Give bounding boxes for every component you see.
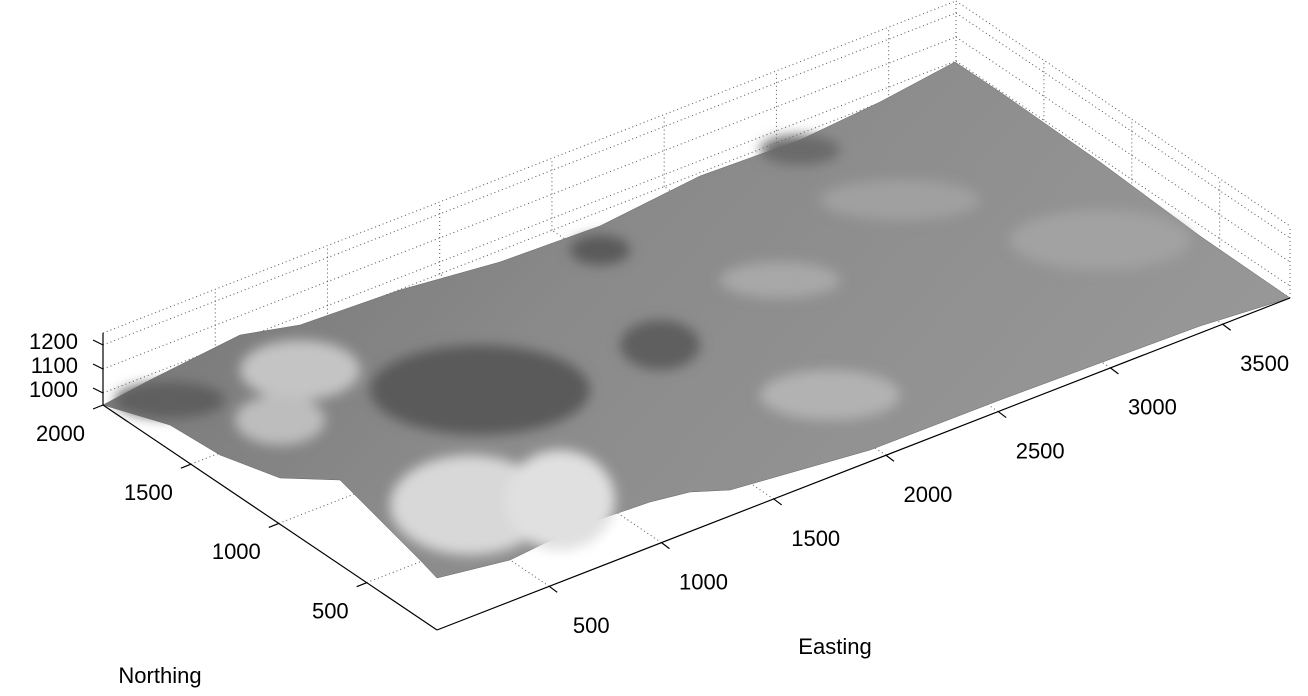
chart: 500 1000 1500 2000 2500 3000 3500 500 1000 1500 20…: [0, 0, 1308, 696]
z-tick: [93, 340, 103, 345]
y-tick-label: 2000: [36, 421, 85, 446]
y-tick-label: 1500: [124, 480, 173, 505]
z-tick: [93, 388, 103, 393]
y-tick-label: 1000: [212, 539, 261, 564]
z-tick: [93, 364, 103, 369]
y-axis-label: Northing: [118, 663, 201, 688]
x-tick-label: 3500: [1240, 351, 1289, 376]
x-tick-label: 500: [573, 613, 610, 638]
surface-shape: [103, 62, 1290, 578]
z-tick-label: 1000: [29, 377, 78, 402]
x-axis-label: Easting: [798, 634, 871, 659]
x-tick-label: 2500: [1016, 438, 1065, 463]
x-tick: [549, 586, 557, 592]
x-tick-label: 2000: [903, 482, 952, 507]
y-tick: [357, 583, 367, 587]
x-tick: [661, 543, 669, 549]
y-tick: [93, 405, 103, 409]
x-tick-label: 3000: [1128, 395, 1177, 420]
z-tick-label: 1100: [31, 353, 78, 378]
x-tick: [774, 499, 782, 505]
surface: [103, 62, 1290, 578]
y-tick: [181, 464, 191, 468]
y-tick-label: 500: [312, 598, 349, 623]
y-tick: [269, 523, 279, 527]
x-tick: [886, 455, 894, 461]
z-tick-label: 1200: [29, 329, 78, 354]
x-tick-label: 1500: [791, 526, 840, 551]
x-tick: [1223, 324, 1231, 330]
x-tick: [1110, 368, 1118, 374]
x-tick-label: 1000: [679, 569, 728, 594]
x-tick: [998, 412, 1006, 418]
